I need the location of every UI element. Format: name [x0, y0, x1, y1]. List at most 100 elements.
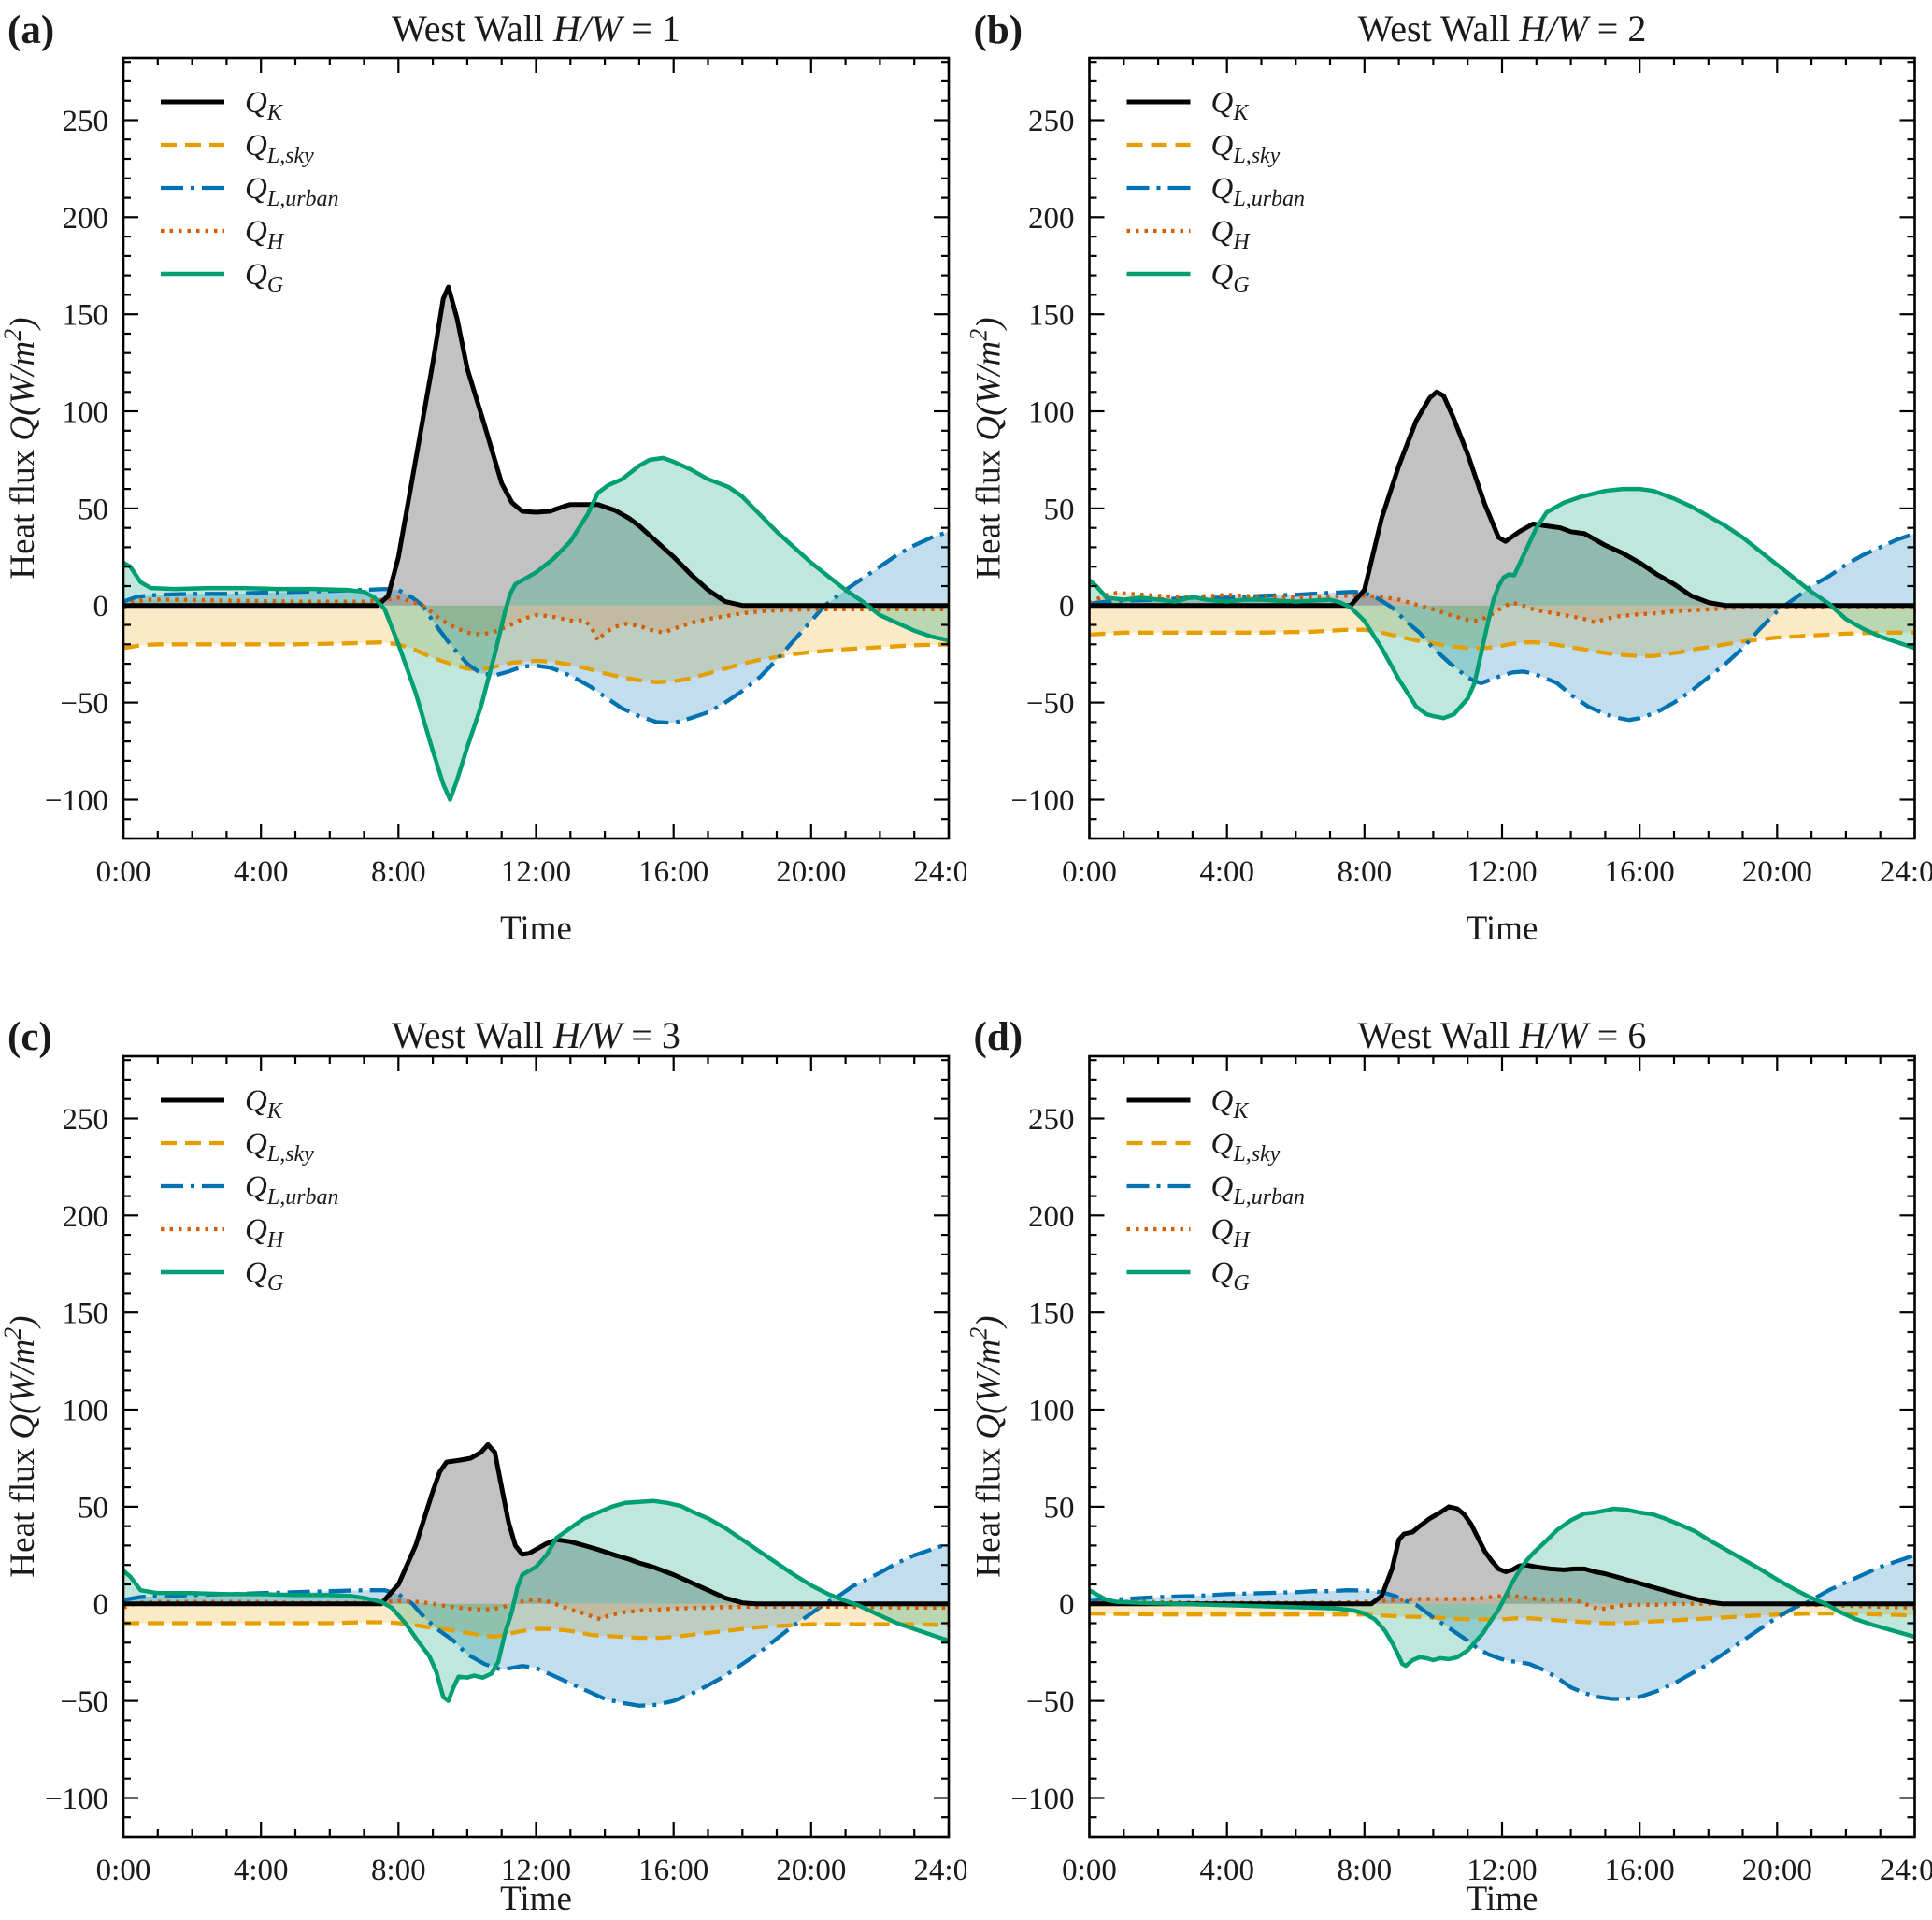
x-tick-label: 0:00	[96, 1854, 151, 1887]
panel-letter: (a)	[7, 8, 54, 52]
legend-item-QG: QG	[1126, 258, 1250, 297]
x-tick-label: 24:00	[1880, 855, 1932, 889]
panel-letter: (b)	[974, 8, 1023, 52]
legend-item-QLurban: QL,urban	[161, 1170, 339, 1210]
legend-label: QH	[245, 215, 285, 254]
y-tick-labels: −100 −50 0 50 100 150 200 250	[1010, 105, 1074, 818]
x-tick-label: 12:00	[1467, 1854, 1537, 1887]
x-tick-label: 20:00	[1742, 1854, 1812, 1887]
x-tick-label: 12:00	[501, 1854, 571, 1887]
legend-label: QH	[1211, 1213, 1252, 1253]
x-tick-label: 4:00	[1199, 855, 1254, 889]
fill-QH	[123, 597, 949, 641]
fill-QG	[1089, 489, 1915, 719]
series-QG-line	[1088, 1506, 1916, 1669]
x-tick-labels: 0:00 4:00 8:00 12:00 16:00 20:00 24:00	[96, 1854, 966, 1887]
legend-label: QK	[1211, 1084, 1251, 1124]
legend-item-QK: QK	[161, 1084, 284, 1124]
legend-label: QG	[1211, 1256, 1250, 1296]
legend-label: QG	[245, 258, 283, 297]
series-lines	[122, 284, 950, 802]
series-QG-line	[122, 455, 950, 802]
y-tick-label: 250	[1028, 1103, 1075, 1137]
x-tick-label: 8:00	[1337, 855, 1392, 889]
x-tick-label: 0:00	[1062, 855, 1117, 889]
legend-label: QH	[245, 1213, 285, 1253]
series-fills	[1089, 392, 1915, 721]
legend-item-QH: QH	[161, 1213, 285, 1253]
fill-QLurban	[1089, 1555, 1915, 1699]
chart-d: −100 −50 0 50 100 150 200 250 0:00 4:00 8:00 12:00 1…	[966, 1014, 1932, 1918]
x-tick-labels: 0:00 4:00 8:00 12:00 16:00 20:00 24:00	[96, 855, 966, 889]
fill-QK	[123, 287, 949, 606]
legend-item-QK: QK	[1126, 1084, 1251, 1124]
series-QG-line	[1088, 486, 1916, 721]
legend-label: QL,urban	[1211, 1170, 1306, 1210]
fill-QG	[123, 457, 949, 800]
legend-label: QL,sky	[245, 129, 314, 168]
panel-b: −100 −50 0 50 100 150 200 250 0:00 4:00 8:00 12:00 1…	[966, 0, 1932, 960]
series-lines	[1088, 1504, 1916, 1701]
x-tick-label: 16:00	[638, 1854, 708, 1887]
legend-label: QK	[245, 1084, 284, 1124]
legend-item-QG: QG	[161, 258, 283, 297]
y-tick-label: 250	[63, 1103, 109, 1137]
y-tick-label: −100	[1010, 1783, 1074, 1816]
legend-item-QLsky: QL,sky	[161, 1127, 314, 1167]
y-tick-label: 200	[1028, 202, 1075, 236]
x-tick-label: 16:00	[638, 855, 708, 889]
y-tick-label: 50	[1044, 1491, 1075, 1525]
x-tick-label: 12:00	[1467, 855, 1537, 889]
y-tick-label: 100	[1028, 1395, 1075, 1428]
x-tick-label: 4:00	[234, 1854, 289, 1887]
y-tick-label: 250	[1028, 105, 1075, 138]
panel-title: West Wall H/W = 3	[392, 1014, 680, 1056]
x-tick-label: 20:00	[776, 1854, 846, 1887]
legend-label: QG	[1211, 258, 1250, 297]
y-tick-label: 0	[93, 590, 109, 623]
panel-title: West Wall H/W = 1	[392, 7, 680, 50]
y-tick-label: 0	[93, 1588, 109, 1622]
panel-title: West Wall H/W = 2	[1358, 7, 1647, 50]
legend-label: QL,urban	[245, 1170, 339, 1210]
fill-QG	[1089, 1509, 1915, 1667]
panel-title: West Wall H/W = 6	[1358, 1014, 1647, 1056]
legend-item-QH: QH	[1126, 1213, 1252, 1253]
legend-label: QL,sky	[245, 1127, 314, 1167]
legend-item-QH: QH	[161, 215, 285, 254]
fill-QLsky	[1089, 605, 1915, 656]
legend-label: QG	[245, 1256, 283, 1296]
x-tick-label: 8:00	[371, 855, 426, 889]
legend-label: QK	[245, 86, 284, 125]
fill-QK	[123, 1444, 949, 1604]
x-axis-label: Time	[1467, 910, 1538, 948]
y-tick-label: 200	[1028, 1200, 1075, 1234]
chart-c: −100 −50 0 50 100 150 200 250 0:00 4:00 8:00 12:00 1…	[0, 1014, 966, 1918]
series-QLsky-line	[1089, 627, 1915, 658]
fill-QG	[123, 1500, 949, 1701]
series-QG-line	[122, 1498, 950, 1703]
fill-QLsky	[123, 1603, 949, 1639]
y-tick-label: 50	[1044, 493, 1075, 526]
legend-label: QL,urban	[245, 172, 339, 211]
x-tick-labels: 0:00 4:00 8:00 12:00 16:00 20:00 24:00	[1062, 1854, 1932, 1887]
y-tick-label: 100	[1028, 396, 1075, 430]
fill-QLsky	[123, 605, 949, 682]
y-tick-label: 250	[63, 105, 109, 138]
fill-QLurban	[1089, 533, 1915, 721]
panel-letter: (d)	[974, 1015, 1023, 1059]
panel-a: −100 −50 0 50 100 150 200 250 0:00 4:00 8:00 12:00 1…	[0, 0, 966, 960]
axis-ticks	[1088, 1056, 1916, 1839]
y-axis-label: Heat flux Q(W/m2)	[966, 1315, 1009, 1577]
x-tick-label: 4:00	[1199, 1854, 1254, 1887]
legend-item-QLurban: QL,urban	[1126, 172, 1305, 211]
y-tick-label: 50	[78, 1491, 108, 1525]
y-tick-label: 50	[78, 493, 108, 526]
series-QLurban-line	[1089, 1553, 1916, 1701]
y-tick-labels: −100 −50 0 50 100 150 200 250	[1010, 1103, 1074, 1816]
y-tick-labels: −100 −50 0 50 100 150 200 250	[45, 105, 108, 818]
y-tick-label: 100	[63, 396, 109, 430]
x-tick-labels: 0:00 4:00 8:00 12:00 16:00 20:00 24:00	[1062, 855, 1932, 889]
series-QLsky-line	[1089, 1611, 1915, 1626]
series-QH-line	[1088, 591, 1915, 624]
